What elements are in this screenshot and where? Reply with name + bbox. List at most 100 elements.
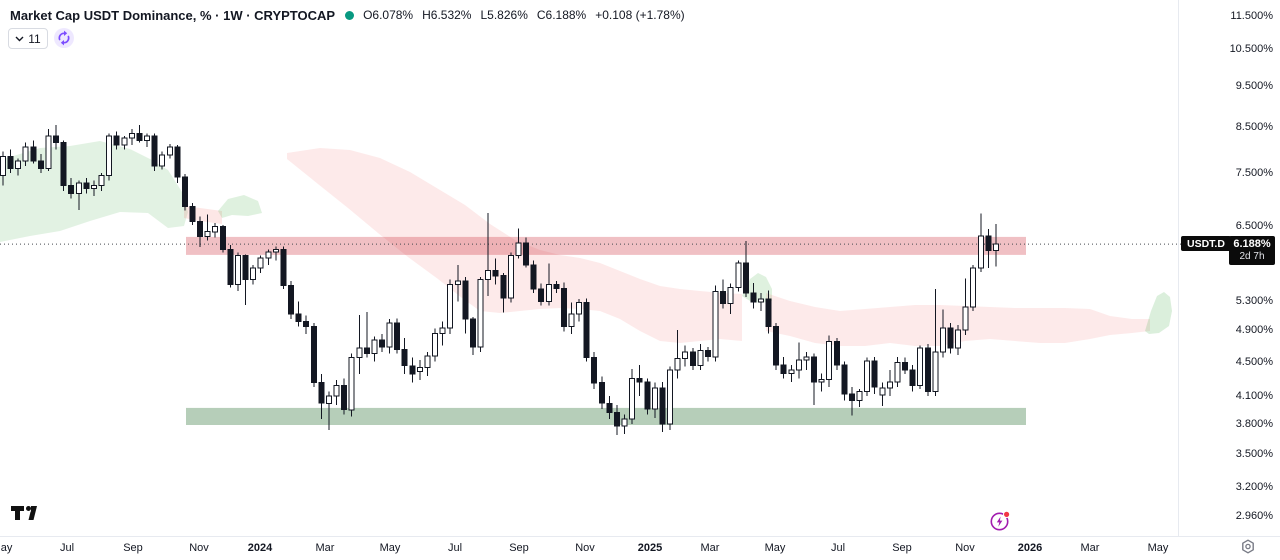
supply-zone[interactable] bbox=[186, 236, 1026, 255]
time-tick-month: May bbox=[379, 542, 401, 554]
candle-up bbox=[735, 262, 742, 289]
candle-up bbox=[788, 369, 795, 374]
candle-up bbox=[977, 235, 984, 269]
candle-down bbox=[197, 221, 204, 237]
candle-down bbox=[924, 347, 931, 392]
time-tick-month: Jul bbox=[830, 542, 846, 554]
candle-up bbox=[250, 267, 257, 281]
ohlc-close: C6.188% bbox=[536, 8, 587, 22]
candle-up bbox=[879, 387, 886, 396]
sync-refresh-icon[interactable] bbox=[54, 28, 74, 48]
candle-down bbox=[833, 341, 840, 366]
candle-down bbox=[689, 351, 696, 367]
price-scale-axis[interactable]: 11.500% 10.500% 9.500% 8.500% 7.500% 6.500% 5.… bbox=[1178, 0, 1280, 536]
candle-down bbox=[773, 326, 780, 366]
ohlc-change: +0.108 (+1.78%) bbox=[595, 8, 685, 22]
candle-up bbox=[932, 351, 939, 392]
price-tick-label: 7.500% bbox=[1235, 167, 1273, 179]
candle-up bbox=[416, 366, 423, 373]
candle-down bbox=[288, 285, 294, 315]
candle-up bbox=[235, 255, 241, 285]
candle-down bbox=[53, 135, 60, 144]
candle-up bbox=[712, 291, 719, 358]
green-mini-2025 bbox=[742, 273, 772, 303]
candle-down bbox=[401, 349, 408, 367]
candle-down bbox=[462, 280, 469, 320]
time-tick-month: Nov bbox=[575, 542, 595, 554]
candle-down bbox=[530, 264, 537, 290]
price-tick-label: 10.500% bbox=[1229, 43, 1273, 55]
candle-down bbox=[811, 356, 818, 383]
price-tick-label: 3.800% bbox=[1235, 418, 1273, 430]
candle-up bbox=[629, 377, 636, 420]
candle-up bbox=[939, 327, 946, 353]
candle-up bbox=[22, 146, 29, 162]
candle-up bbox=[454, 280, 461, 285]
candle-up bbox=[667, 369, 673, 425]
candle-down bbox=[947, 327, 954, 349]
time-tick-month: Nov bbox=[189, 542, 209, 554]
candle-up bbox=[325, 395, 332, 404]
candle-up bbox=[962, 306, 969, 331]
candle-up bbox=[886, 381, 893, 389]
candle-up bbox=[826, 341, 833, 380]
green-tail-future bbox=[1145, 292, 1172, 334]
candle-up bbox=[955, 329, 962, 349]
price-tick-label: 3.200% bbox=[1235, 481, 1273, 493]
candle-down bbox=[583, 302, 590, 359]
candle-down bbox=[318, 382, 325, 404]
ohlc-low: L5.826% bbox=[480, 8, 528, 22]
events-lightning-icon[interactable] bbox=[988, 509, 1012, 533]
candle-up bbox=[803, 356, 810, 361]
candle-up bbox=[864, 360, 871, 392]
ohlc-values: O6.078% H6.532% L5.826% C6.188% +0.108 (… bbox=[363, 8, 685, 22]
candle-up bbox=[477, 279, 484, 348]
time-tick-month: Sep bbox=[123, 542, 143, 554]
candle-up bbox=[970, 267, 977, 308]
candle-down bbox=[606, 402, 613, 414]
indicators-collapsed-button[interactable]: 11 bbox=[8, 28, 48, 49]
time-tick-month: Nov bbox=[955, 542, 975, 554]
chart-title[interactable]: Market Cap USDT Dominance, % · 1W · CRYP… bbox=[10, 7, 336, 23]
candle-up bbox=[212, 226, 219, 233]
demand-zone[interactable] bbox=[186, 407, 1026, 425]
candle-down bbox=[720, 291, 727, 304]
candle-up bbox=[144, 135, 150, 141]
candle-down bbox=[849, 393, 855, 402]
time-tick-month: Jul bbox=[447, 542, 463, 554]
candle-up bbox=[333, 384, 340, 397]
price-tick-label: 5.300% bbox=[1235, 295, 1273, 307]
candle-up bbox=[166, 146, 173, 156]
candle-down bbox=[295, 313, 302, 322]
candle-down bbox=[151, 135, 158, 167]
price-tick-label: 6.500% bbox=[1235, 220, 1273, 232]
candle-up bbox=[0, 155, 6, 177]
candle-up bbox=[439, 327, 446, 334]
candle-up bbox=[568, 313, 575, 327]
candle-up bbox=[727, 287, 734, 304]
candle-down bbox=[68, 185, 75, 194]
candle-up bbox=[993, 243, 999, 252]
candle-down bbox=[902, 362, 908, 371]
price-tick-label: 11.500% bbox=[1230, 10, 1273, 22]
candle-down bbox=[614, 412, 620, 427]
tradingview-logo-icon[interactable] bbox=[10, 504, 40, 524]
time-tick-year: 2024 bbox=[247, 542, 273, 554]
time-tick-month: Mar bbox=[315, 542, 335, 554]
candle-down bbox=[492, 270, 499, 277]
candle-up bbox=[424, 355, 431, 368]
panes-hexagon-icon[interactable] bbox=[1239, 538, 1257, 556]
candle-down bbox=[871, 360, 878, 388]
candle-up bbox=[15, 160, 22, 169]
candle-up bbox=[128, 133, 135, 139]
time-tick-month: Mar bbox=[700, 542, 720, 554]
candle-down bbox=[523, 242, 529, 266]
candle-up bbox=[121, 137, 128, 146]
candle-down bbox=[704, 349, 711, 358]
ohlc-open: O6.078% bbox=[363, 8, 414, 22]
candle-up bbox=[204, 231, 211, 237]
candle-down bbox=[363, 347, 370, 355]
time-scale-axis[interactable]: May Jul Sep Nov 2024 Mar May Jul Sep Nov 2025 Mar Ma… bbox=[0, 536, 1280, 560]
